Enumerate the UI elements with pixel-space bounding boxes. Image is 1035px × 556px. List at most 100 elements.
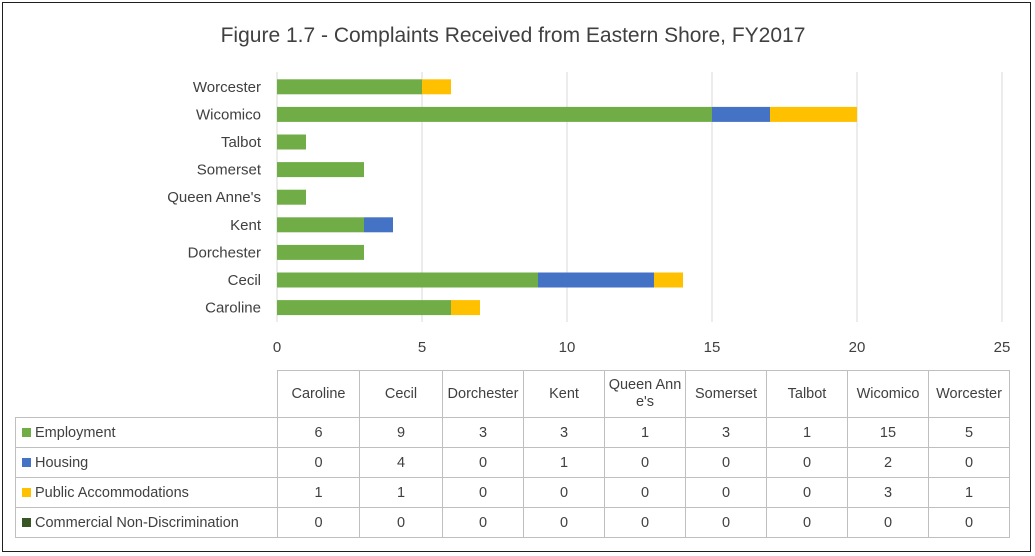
- y-tick-label: Worcester: [193, 79, 261, 96]
- table-cell: 9: [359, 417, 443, 448]
- series-name: Public Accommodations: [35, 484, 189, 501]
- data-table: Caroline Cecil Dorchester Kent Queen Anne's S…: [15, 370, 1010, 538]
- table-cell: 1: [766, 417, 848, 448]
- bar-segment: [712, 106, 770, 122]
- table-cell: 1: [277, 477, 360, 508]
- bar-segment: [451, 300, 480, 316]
- table-cell: 0: [604, 507, 686, 538]
- table-cell: 0: [604, 477, 686, 508]
- table-cell: 0: [359, 507, 443, 538]
- bar-segment: [422, 79, 451, 95]
- table-cell: 0: [928, 447, 1010, 478]
- table-column-header: Caroline: [277, 370, 360, 418]
- table-cell: 0: [766, 507, 848, 538]
- bar-segment: [277, 106, 712, 122]
- table-cell: 2: [847, 447, 929, 478]
- x-tick-label: 15: [704, 339, 721, 356]
- table-row: Commercial Non-Discrimination 0 0 0 0 0 0 0 0 0: [15, 507, 1010, 538]
- table-cell: 3: [847, 477, 929, 508]
- y-tick-label: Talbot: [221, 134, 262, 151]
- table-cell: 0: [277, 507, 360, 538]
- y-tick-label: Kent: [230, 217, 262, 234]
- bar-segment: [770, 106, 857, 122]
- y-tick-label: Wicomico: [196, 106, 261, 123]
- table-cell: 1: [523, 447, 605, 478]
- table-cell: 0: [766, 447, 848, 478]
- table-cell: 3: [685, 417, 767, 448]
- table-header-row: Caroline Cecil Dorchester Kent Queen Anne's S…: [15, 370, 1010, 418]
- legend-entry: Commercial Non-Discrimination: [15, 507, 278, 538]
- bar-segment: [277, 300, 451, 316]
- table-cell: 1: [604, 417, 686, 448]
- bar-segment: [277, 244, 364, 260]
- bar-segment: [277, 217, 364, 233]
- table-cell: 3: [523, 417, 605, 448]
- legend-entry: Housing: [15, 447, 278, 478]
- series-name: Housing: [35, 454, 89, 471]
- x-axis-tick-labels: 0 5 10 15 20 25: [273, 339, 1011, 356]
- legend-swatch: [22, 487, 31, 497]
- x-tick-label: 10: [559, 339, 576, 356]
- table-cell: 0: [442, 507, 524, 538]
- bar-segment: [277, 79, 422, 95]
- table-cell: 0: [766, 477, 848, 508]
- table-cell: 0: [523, 507, 605, 538]
- y-axis-labels: Caroline Cecil Dorchester Kent Queen Anne's S…: [167, 79, 262, 317]
- bar-segment: [538, 272, 654, 288]
- x-tick-label: 0: [273, 339, 281, 356]
- bar-segment: [277, 162, 364, 178]
- table-cell: 0: [277, 447, 360, 478]
- table-cell: 15: [847, 417, 929, 448]
- legend-swatch: [22, 457, 31, 467]
- bar-chart: Figure 1.7 - Complaints Received from Ea…: [167, 24, 1011, 356]
- table-cell: 0: [604, 447, 686, 478]
- table-cell: 6: [277, 417, 360, 448]
- table-cell: 4: [359, 447, 443, 478]
- legend-entry: Employment: [15, 417, 278, 448]
- bars: [277, 79, 857, 316]
- y-tick-label: Cecil: [228, 272, 261, 289]
- table-cell: 1: [359, 477, 443, 508]
- bar-segment: [654, 272, 683, 288]
- table-column-header: Queen Anne's: [604, 370, 686, 418]
- series-name: Commercial Non-Discrimination: [35, 514, 239, 531]
- y-tick-label: Queen Anne's: [167, 189, 261, 206]
- table-cell: 0: [442, 447, 524, 478]
- x-tick-label: 5: [418, 339, 426, 356]
- table-row: Employment 6 9 3 3 1 3 1 15 5: [15, 417, 1010, 448]
- table-cell: 0: [523, 477, 605, 508]
- table-column-header: Kent: [523, 370, 605, 418]
- chart-title: Figure 1.7 - Complaints Received from Ea…: [221, 24, 806, 47]
- table-column-header: Worcester: [928, 370, 1010, 418]
- bar-segment: [364, 217, 393, 233]
- table-row: Housing 0 4 0 1 0 0 0 2 0: [15, 447, 1010, 478]
- table-cell: 0: [685, 507, 767, 538]
- table-cell: 0: [928, 507, 1010, 538]
- y-tick-label: Somerset: [197, 162, 262, 179]
- y-tick-label: Dorchester: [188, 244, 261, 261]
- table-column-header: Somerset: [685, 370, 767, 418]
- y-tick-label: Caroline: [205, 300, 261, 317]
- x-tick-label: 25: [994, 339, 1011, 356]
- table-cell: 0: [442, 477, 524, 508]
- table-column-header: Dorchester: [442, 370, 524, 418]
- table-row: Public Accommodations 1 1 0 0 0 0 0 3 1: [15, 477, 1010, 508]
- table-column-header: Talbot: [766, 370, 848, 418]
- table-cell: 0: [685, 477, 767, 508]
- legend-entry: Public Accommodations: [15, 477, 278, 508]
- bar-segment: [277, 189, 306, 205]
- bar-segment: [277, 134, 306, 150]
- legend-swatch: [22, 427, 31, 437]
- table-cell: 0: [685, 447, 767, 478]
- table-cell: 0: [847, 507, 929, 538]
- table-cell: 3: [442, 417, 524, 448]
- table-cell: 5: [928, 417, 1010, 448]
- table-corner: [15, 370, 278, 418]
- series-name: Employment: [35, 424, 116, 441]
- legend-swatch: [22, 517, 31, 527]
- table-cell: 1: [928, 477, 1010, 508]
- table-column-header: Cecil: [359, 370, 443, 418]
- bar-segment: [277, 272, 538, 288]
- table-column-header: Wicomico: [847, 370, 929, 418]
